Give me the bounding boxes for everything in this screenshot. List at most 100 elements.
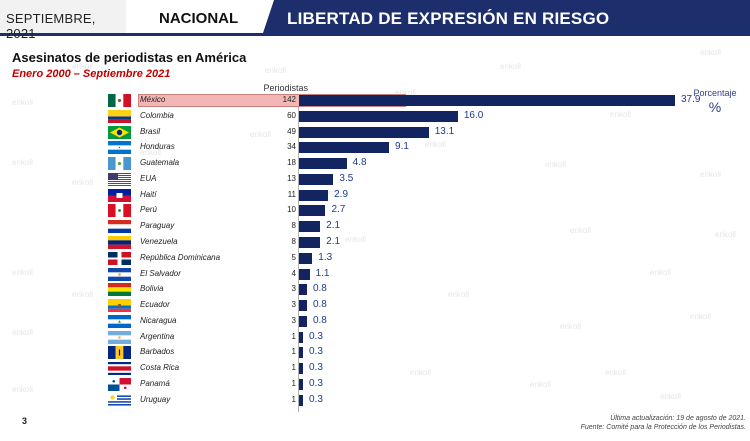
percent-label: 0.3 (309, 330, 323, 342)
el-salvador-flag (108, 267, 131, 281)
banner-title: LIBERTAD DE EXPRESIÓN EN RIESGO (287, 9, 610, 28)
watermark-15: enkoll (425, 140, 446, 149)
percent-column-header: Porcentaje % (690, 88, 740, 115)
update-note: Última actualización: 19 de agosto de 20… (610, 415, 746, 422)
count-label: 1 (291, 379, 296, 389)
bar-row: Venezuela 8 2.1 (108, 236, 748, 250)
watermark-26: enkoll (560, 322, 581, 331)
section-label: NACIONAL (159, 10, 239, 27)
guatemala-flag (108, 157, 131, 171)
header-bar: SEPTIEMBRE, 2021 NACIONAL LIBERTAD DE EX… (0, 0, 750, 41)
count-label: 11 (287, 189, 296, 199)
bar (299, 221, 321, 233)
haiti-flag (108, 188, 131, 202)
bar-row: República Dominicana 5 1.3 (108, 251, 748, 265)
country-name: El Salvador (140, 268, 181, 278)
mexico-flag (108, 94, 131, 107)
country-name: Nicaragua (140, 315, 177, 325)
country-name: Brasil (140, 126, 161, 136)
bar (299, 189, 329, 201)
bar (299, 126, 429, 138)
percent-label: 0.8 (312, 299, 327, 311)
watermark-20: enkoll (610, 110, 631, 119)
percent-header-label: Porcentaje (693, 88, 737, 98)
bar (299, 95, 675, 106)
count-label: 8 (291, 221, 296, 231)
bar (299, 110, 458, 122)
bar-row: Bolivia 3 0.8 (108, 283, 748, 297)
source-note: Fuente: Comité para la Protección de los… (580, 424, 746, 431)
chart-subtitle: Enero 2000 – Septiembre 2021 (12, 68, 171, 80)
chart-title: Asesinatos de periodistas en América (12, 50, 247, 65)
percent-label: 0.3 (309, 346, 323, 358)
count-label: 3 (291, 315, 296, 325)
section-tab: NACIONAL (126, 0, 274, 36)
percent-label: 0.8 (312, 314, 327, 326)
nicaragua-flag (108, 314, 131, 328)
watermark-12: enkoll (318, 188, 339, 197)
bar (299, 158, 347, 170)
percent-label: 0.8 (312, 283, 327, 295)
date-label: SEPTIEMBRE, 2021 (6, 11, 96, 41)
count-label: 10 (287, 205, 296, 215)
watermark-13: enkoll (345, 235, 366, 244)
country-name: Costa Rica (140, 363, 180, 373)
watermark-22: enkoll (700, 48, 721, 57)
bar-row: Costa Rica 1 0.3 (108, 362, 748, 376)
percent-label: 0.3 (309, 393, 323, 405)
count-label: 1 (291, 394, 296, 404)
watermark-17: enkoll (500, 62, 521, 71)
paraguay-flag (108, 220, 131, 234)
count-label: 18 (287, 158, 296, 168)
argentina-flag (108, 330, 131, 344)
bar (299, 379, 303, 391)
count-label: 1 (291, 363, 296, 373)
country-name: Venezuela (140, 237, 178, 247)
watermark-11: enkoll (265, 66, 286, 75)
count-label: 142 (282, 95, 296, 104)
banner: LIBERTAD DE EXPRESIÓN EN RIESGO (262, 0, 750, 36)
country-name: EUA (140, 173, 157, 183)
percent-label: 16.0 (463, 109, 484, 121)
count-label: 3 (291, 300, 296, 310)
bar-row: Perú 10 2.7 (108, 204, 748, 218)
chart-axis (298, 94, 299, 412)
page-number: 3 (22, 416, 28, 426)
watermark-24: enkoll (715, 230, 736, 239)
watermark-18: enkoll (545, 160, 566, 169)
ecuador-flag (108, 299, 131, 313)
country-name: Guatemala (140, 158, 180, 168)
dominican-republic-flag (108, 251, 131, 265)
percent-label: 2.1 (326, 220, 341, 232)
watermark-8: enkoll (140, 148, 161, 157)
bar (299, 347, 303, 359)
date-tab: SEPTIEMBRE, 2021 (0, 0, 126, 41)
brazil-flag (108, 125, 131, 139)
count-label: 3 (291, 284, 296, 294)
usa-flag (108, 172, 131, 186)
bar (299, 142, 390, 154)
barbados-flag (108, 346, 131, 360)
bar (299, 284, 307, 296)
bar (299, 268, 310, 280)
percent-label: 2.1 (326, 236, 341, 248)
country-name: Uruguay (140, 394, 171, 404)
bar-row: Honduras 34 9.1 (108, 141, 748, 155)
country-name: Honduras (140, 142, 175, 152)
percent-label: 9.1 (395, 141, 409, 153)
bar (299, 300, 307, 312)
watermark-16: enkoll (448, 290, 469, 299)
percent-label: 1.3 (318, 251, 333, 263)
venezuela-flag (108, 236, 131, 250)
country-name: Paraguay (140, 221, 175, 231)
watermark-1: enkoll (12, 158, 33, 167)
percent-label: 37.9 (681, 94, 701, 105)
percent-label: 2.9 (334, 188, 349, 200)
watermark-14: enkoll (395, 88, 416, 97)
watermark-2: enkoll (12, 268, 33, 277)
country-name: Bolivia (140, 284, 164, 294)
watermark-23: enkoll (700, 170, 721, 179)
uruguay-flag (108, 393, 131, 407)
count-label: 34 (287, 142, 296, 152)
